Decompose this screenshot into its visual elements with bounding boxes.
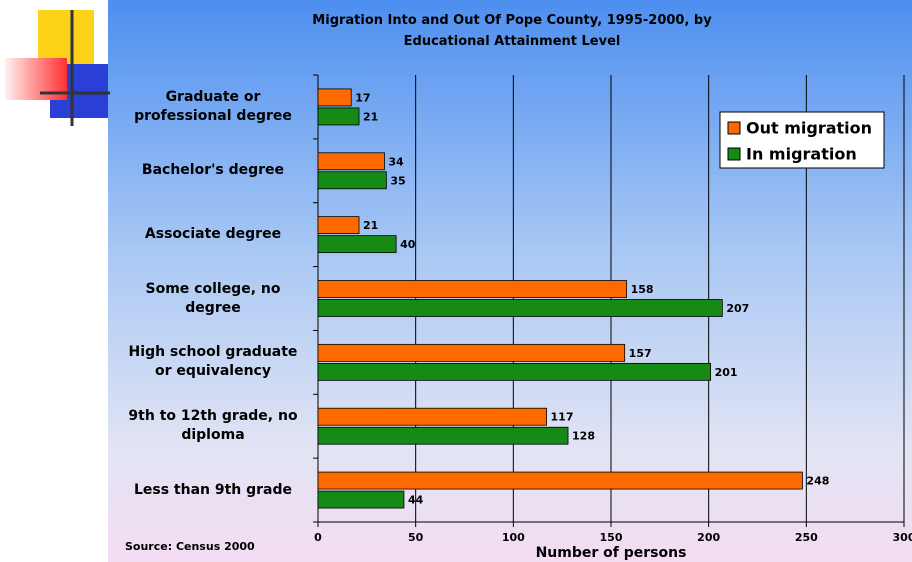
- x-tick-label: 300: [893, 531, 912, 544]
- bar: [317, 216, 360, 235]
- x-tick-label: 250: [795, 531, 818, 544]
- value-label: 17: [355, 91, 370, 104]
- value-label: 21: [363, 219, 378, 232]
- bar: [317, 362, 712, 381]
- y-tick-label: Some college, no degree: [145, 280, 281, 316]
- bar: [317, 280, 628, 298]
- bar: [317, 107, 360, 126]
- value-label: 117: [551, 411, 574, 424]
- value-label: 34: [388, 155, 404, 168]
- value-label: 201: [715, 366, 738, 379]
- x-tick-label: 0: [314, 531, 322, 544]
- bar: [317, 152, 385, 171]
- plot-area: 0 50 100 150 200 250 300 17 21 34 35 21 40 158 207 157 2…: [313, 74, 912, 544]
- chart-title: Migration Into and Out Of Pope County, 1…: [312, 13, 712, 49]
- value-label: 44: [408, 494, 424, 507]
- bar: [317, 343, 626, 362]
- y-tick-label: Associate degree: [144, 226, 282, 243]
- bar: [317, 171, 387, 190]
- bar: [317, 88, 352, 107]
- legend-swatch: [727, 121, 741, 135]
- legend-label: Out migration: [746, 119, 872, 138]
- y-tick-label: Graduate or professional degree: [134, 88, 292, 124]
- y-tick-label: Less than 9th grade: [133, 481, 293, 498]
- x-tick-label: 150: [600, 531, 623, 544]
- value-label: 40: [400, 238, 416, 251]
- decoration: [38, 10, 94, 66]
- value-label: 207: [726, 302, 749, 315]
- x-tick-label: 200: [697, 531, 720, 544]
- value-label: 248: [806, 475, 829, 488]
- bar: [317, 490, 405, 509]
- bar: [317, 471, 803, 490]
- value-label: 158: [631, 283, 654, 296]
- legend: [719, 111, 885, 169]
- bar: [317, 426, 569, 445]
- legend-swatch: [727, 147, 741, 161]
- x-axis-label: Number of persons: [536, 545, 687, 561]
- y-tick-label: 9th to 12th grade, no diploma: [128, 408, 298, 444]
- bar: [317, 407, 547, 426]
- bar: [317, 299, 723, 317]
- bar: [317, 235, 397, 254]
- x-tick-label: 50: [408, 531, 424, 544]
- y-tick-label: High school graduate or equivalency: [128, 344, 298, 380]
- x-tick-label: 100: [502, 531, 525, 544]
- value-label: 21: [363, 110, 378, 123]
- y-tick-label: Bachelor's degree: [141, 162, 285, 179]
- source: Source: Census 2000: [125, 540, 255, 553]
- legend-label: In migration: [746, 145, 857, 164]
- value-label: 157: [629, 347, 652, 360]
- value-label: 128: [572, 430, 595, 443]
- value-label: 35: [390, 174, 405, 187]
